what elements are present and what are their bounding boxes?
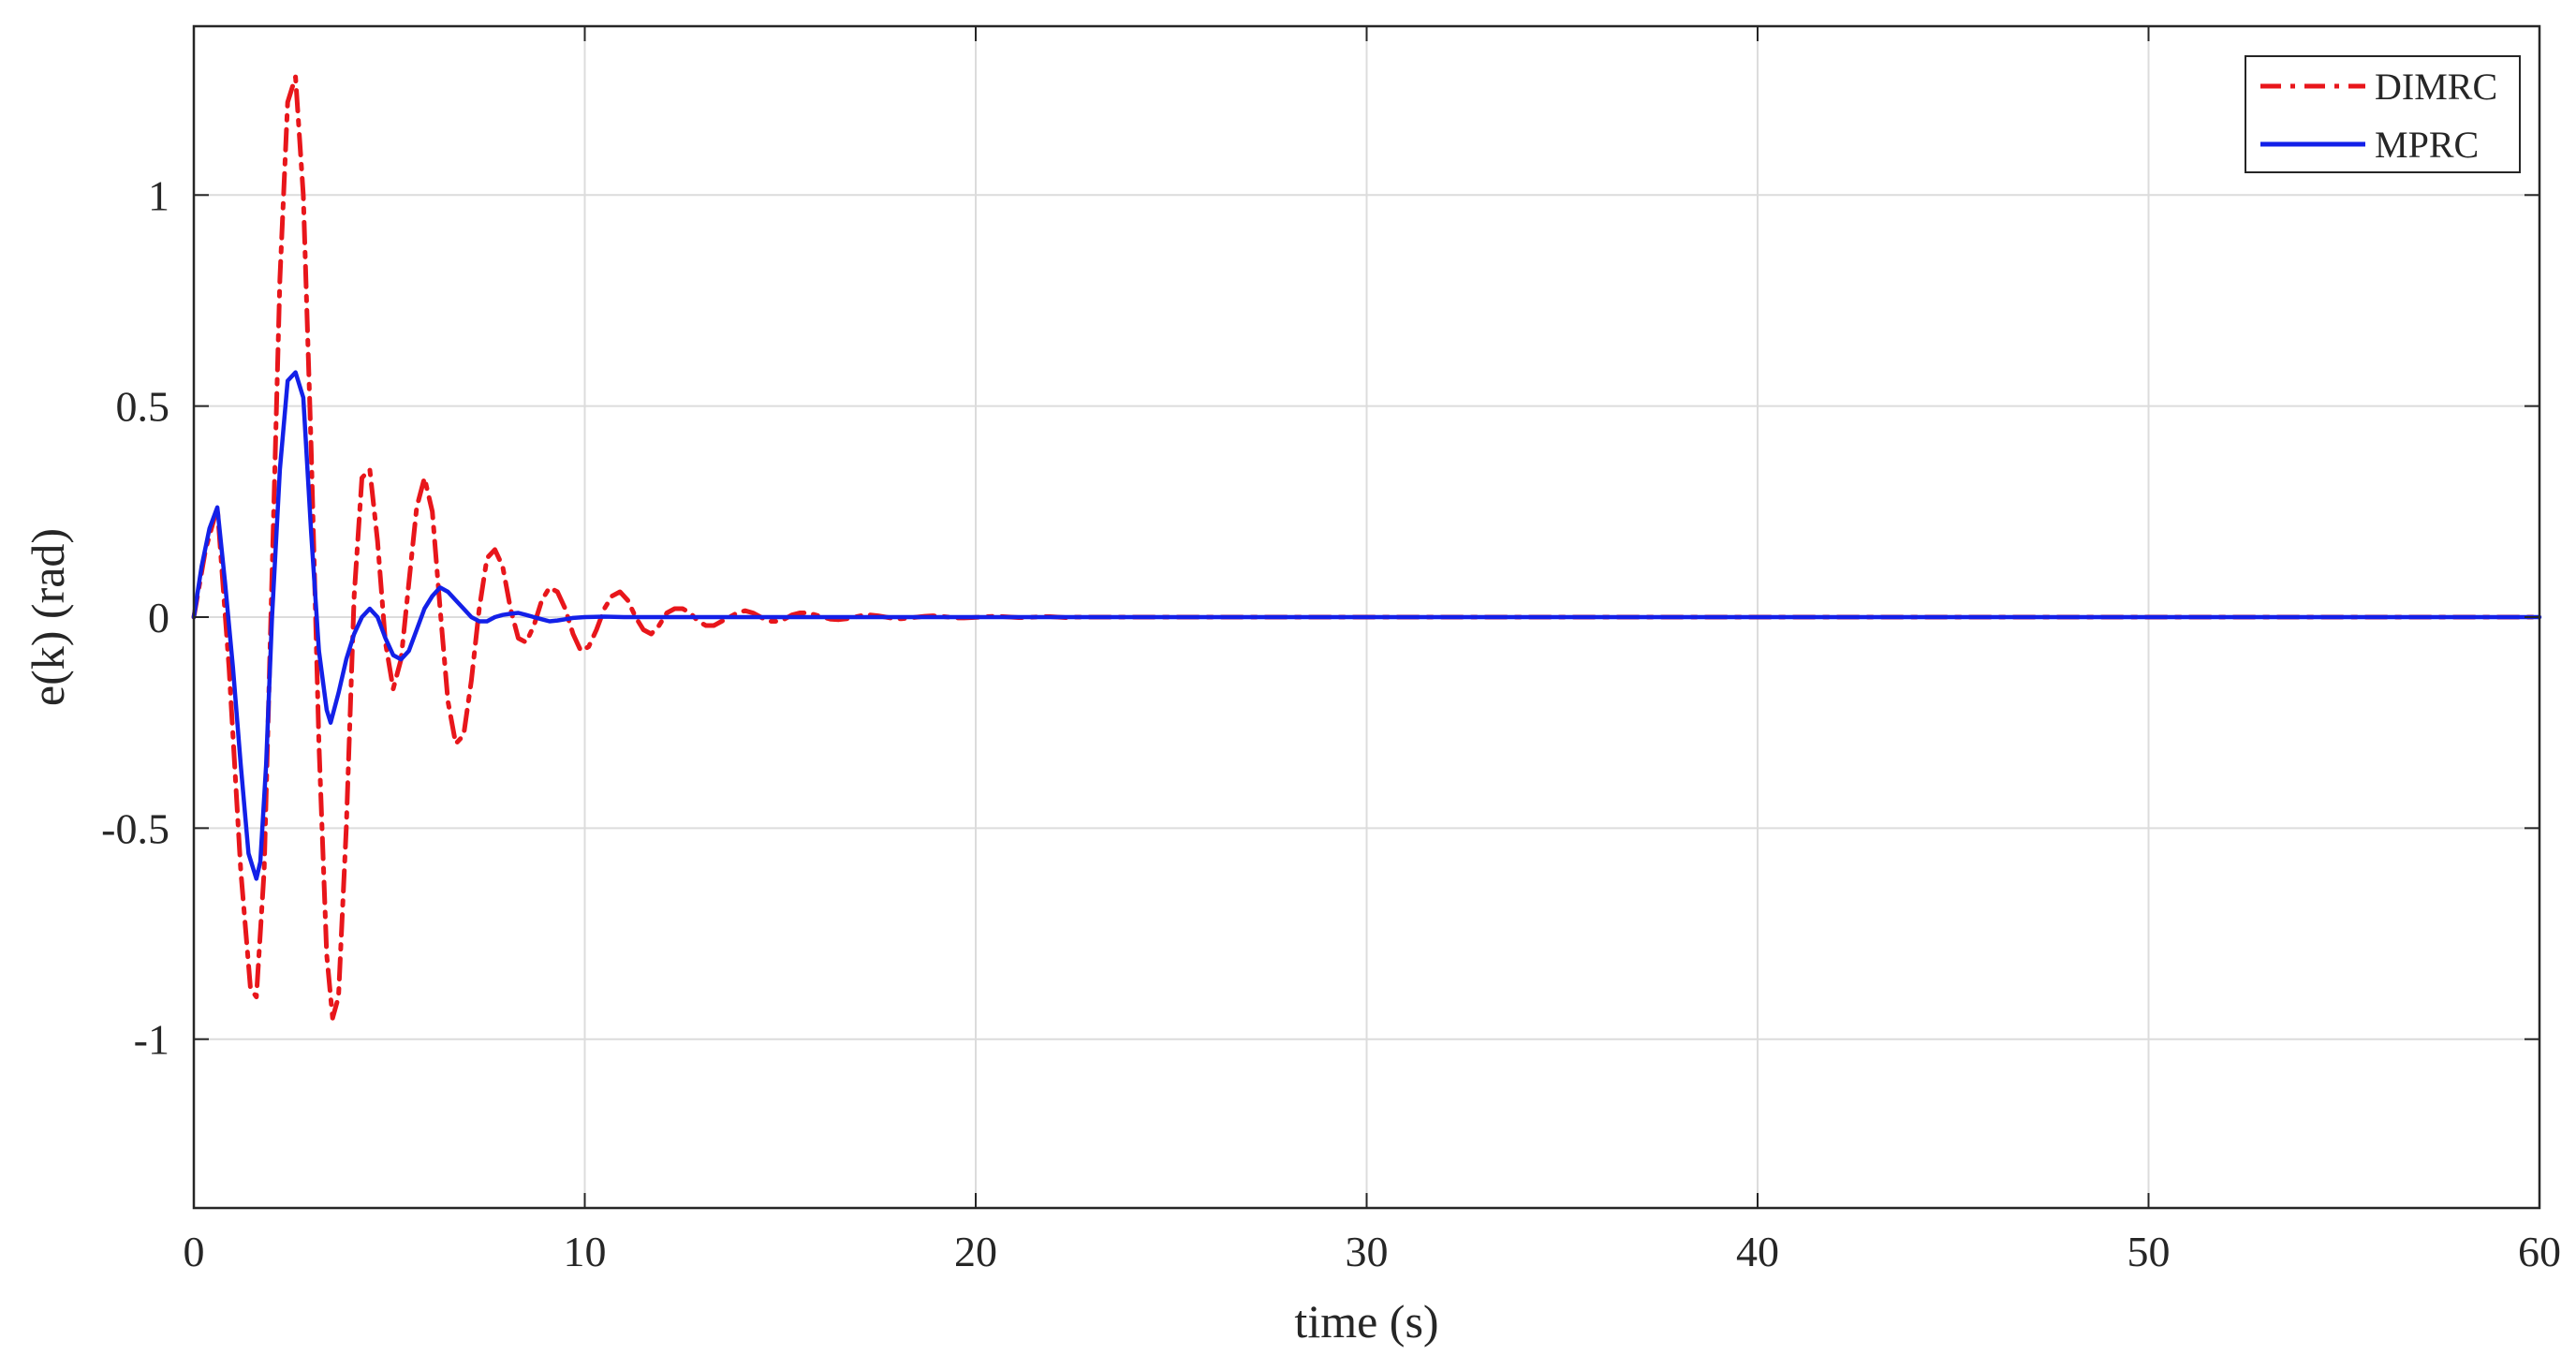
series-layer bbox=[191, 74, 2542, 1021]
x-tick-label: 20 bbox=[954, 1228, 997, 1275]
series-line-mprc bbox=[191, 370, 2542, 881]
legend: DIMRC MPRC bbox=[2245, 55, 2521, 173]
x-tick-label: 50 bbox=[2127, 1228, 2171, 1275]
legend-box bbox=[2245, 55, 2521, 173]
y-tick-label: 1 bbox=[148, 171, 169, 219]
tick-layer: 0 10 20 30 40 50 60 -1 -0.5 0 0.5 1 bbox=[101, 26, 2561, 1275]
y-tick-label: 0 bbox=[148, 594, 169, 641]
x-tick-label: 10 bbox=[564, 1228, 607, 1275]
x-tick-label: 60 bbox=[2518, 1228, 2561, 1275]
y-tick-label: 0.5 bbox=[116, 383, 170, 431]
x-tick-label: 40 bbox=[1736, 1228, 1779, 1275]
x-tick-label: 30 bbox=[1346, 1228, 1389, 1275]
legend-label-mprc: MPRC bbox=[2375, 124, 2479, 166]
x-tick-label: 0 bbox=[184, 1228, 205, 1275]
y-axis-label: e(k) (rad) bbox=[22, 528, 74, 706]
y-tick-label: -1 bbox=[134, 1016, 169, 1064]
y-tick-label: -0.5 bbox=[101, 804, 169, 852]
legend-label-dimrc: DIMRC bbox=[2375, 66, 2497, 108]
x-axis-label: time (s) bbox=[1294, 1295, 1438, 1348]
